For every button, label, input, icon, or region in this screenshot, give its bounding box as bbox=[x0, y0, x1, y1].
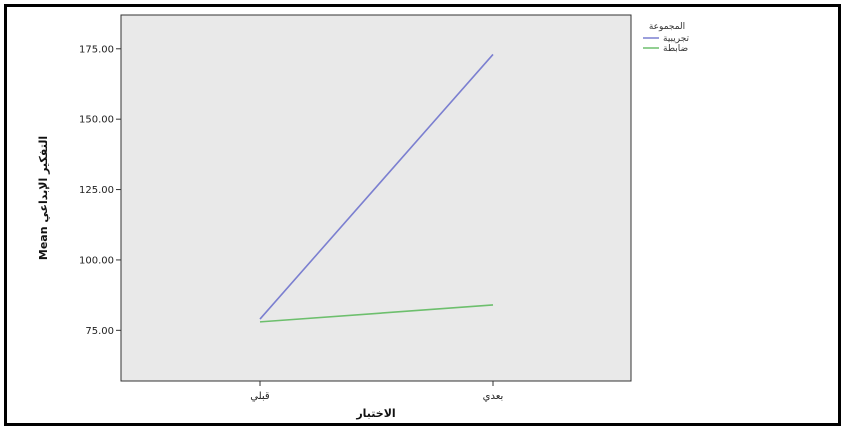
y-tick-label: 150.00 bbox=[79, 115, 114, 126]
y-axis: 75.00 100.00 125.00 150.00 175.00 bbox=[79, 44, 121, 337]
x-tick-label: بعدي bbox=[483, 391, 504, 402]
chart-frame: 75.00 100.00 125.00 150.00 175.00 قبلي بعدي ا… bbox=[4, 4, 841, 426]
series-line-2 bbox=[259, 304, 494, 323]
plot-area bbox=[120, 14, 632, 382]
y-axis-title: Mean التفكير الإبداعي bbox=[37, 136, 50, 260]
legend-label: تجريبية bbox=[663, 34, 690, 44]
x-axis: قبلي بعدي bbox=[250, 381, 503, 402]
x-tick-label: قبلي bbox=[250, 391, 270, 402]
series-lines bbox=[259, 53, 494, 323]
y-tick-label: 75.00 bbox=[85, 326, 114, 337]
y-tick-label: 175.00 bbox=[79, 44, 114, 55]
y-tick-label: 125.00 bbox=[79, 185, 114, 196]
series-line-1 bbox=[259, 53, 494, 320]
y-tick-label: 100.00 bbox=[79, 255, 114, 266]
legend-title: المجموعة bbox=[649, 22, 685, 32]
x-axis-title: الاختبار bbox=[355, 407, 395, 420]
legend-label: ضابطة bbox=[663, 44, 688, 54]
line-chart: 75.00 100.00 125.00 150.00 175.00 قبلي بعدي ا… bbox=[37, 14, 690, 420]
